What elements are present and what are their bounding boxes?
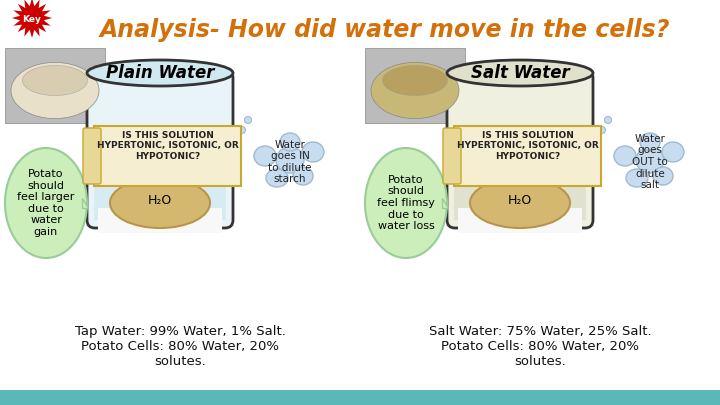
Text: Tap Water: 99% Water, 1% Salt.
Potato Cells: 80% Water, 20%
solutes.: Tap Water: 99% Water, 1% Salt. Potato Ce…	[75, 325, 285, 368]
Ellipse shape	[254, 146, 276, 166]
Text: Water
goes
OUT to
dilute
salt: Water goes OUT to dilute salt	[632, 134, 668, 190]
FancyBboxPatch shape	[87, 70, 233, 228]
Ellipse shape	[605, 117, 611, 124]
Ellipse shape	[11, 62, 99, 119]
Text: Plain Water: Plain Water	[106, 64, 215, 82]
Bar	[5, 48, 105, 123]
Ellipse shape	[447, 60, 593, 86]
Bar	[365, 48, 465, 123]
Ellipse shape	[293, 167, 313, 185]
Text: Key: Key	[22, 15, 42, 23]
Polygon shape	[442, 198, 448, 208]
FancyBboxPatch shape	[447, 70, 593, 228]
Ellipse shape	[245, 117, 251, 124]
Ellipse shape	[232, 136, 238, 143]
Text: Potato
should
feel flimsy
due to
water loss: Potato should feel flimsy due to water l…	[377, 175, 435, 231]
Text: H₂O: H₂O	[148, 194, 172, 207]
Text: Salt Water: Salt Water	[471, 64, 570, 82]
Text: H₂O: H₂O	[508, 194, 532, 207]
Ellipse shape	[653, 167, 673, 185]
Ellipse shape	[592, 136, 598, 143]
Text: IS THIS SOLUTION
HYPERTONIC, ISOTONIC, OR
HYPOTONIC?: IS THIS SOLUTION HYPERTONIC, ISOTONIC, O…	[456, 131, 598, 161]
Ellipse shape	[5, 148, 87, 258]
FancyBboxPatch shape	[94, 126, 241, 186]
Ellipse shape	[470, 178, 570, 228]
Text: Salt Water: 75% Water, 25% Salt.
Potato Cells: 80% Water, 20%
solutes.: Salt Water: 75% Water, 25% Salt. Potato …	[428, 325, 652, 368]
Text: Potato
should
feel larger
due to
water
gain: Potato should feel larger due to water g…	[17, 169, 75, 237]
Ellipse shape	[365, 148, 447, 258]
Ellipse shape	[87, 60, 233, 86]
Ellipse shape	[266, 169, 288, 187]
Ellipse shape	[636, 147, 664, 173]
Ellipse shape	[22, 66, 88, 96]
Ellipse shape	[598, 126, 606, 134]
Polygon shape	[12, 0, 52, 38]
Ellipse shape	[626, 169, 648, 187]
Ellipse shape	[371, 62, 459, 119]
Ellipse shape	[110, 178, 210, 228]
Ellipse shape	[280, 133, 300, 151]
Bar	[94, 135, 226, 220]
Text: IS THIS SOLUTION
HYPERTONIC, ISOTONIC, OR
HYPOTONIC?: IS THIS SOLUTION HYPERTONIC, ISOTONIC, O…	[96, 131, 238, 161]
Ellipse shape	[238, 126, 246, 134]
Bar	[458, 208, 582, 233]
Bar	[454, 135, 586, 220]
Ellipse shape	[614, 146, 636, 166]
Polygon shape	[82, 198, 88, 208]
Text: Analysis- How did water move in the cells?: Analysis- How did water move in the cell…	[100, 18, 670, 42]
Bar	[0, 390, 720, 405]
Bar	[98, 208, 222, 233]
Ellipse shape	[276, 147, 304, 173]
FancyBboxPatch shape	[443, 128, 461, 184]
FancyBboxPatch shape	[83, 128, 101, 184]
Ellipse shape	[302, 142, 324, 162]
Ellipse shape	[382, 66, 448, 96]
Ellipse shape	[640, 133, 660, 151]
Ellipse shape	[662, 142, 684, 162]
FancyBboxPatch shape	[454, 126, 601, 186]
Text: Water
goes IN
to dilute
starch: Water goes IN to dilute starch	[269, 140, 312, 184]
